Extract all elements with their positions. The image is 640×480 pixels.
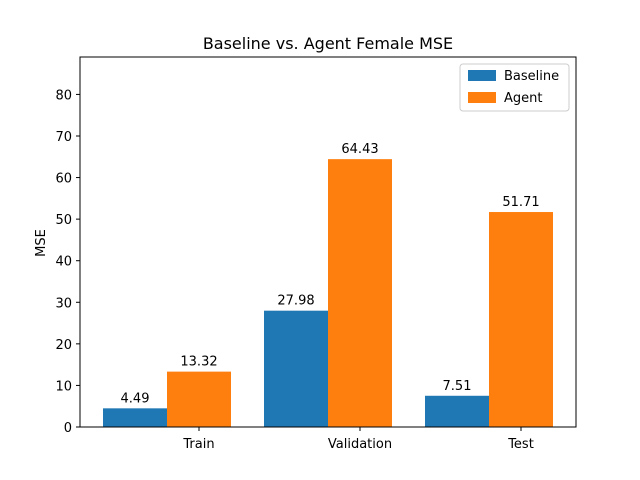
bar-baseline-test [425, 395, 489, 427]
y-tick-label-60: 60 [55, 172, 72, 187]
legend-label-baseline: Baseline [504, 69, 559, 84]
data-label-baseline-train: 4.49 [121, 391, 150, 406]
bar-agent-train [167, 371, 231, 427]
bar-agent-test [489, 212, 553, 427]
data-label-agent-train: 13.32 [180, 355, 217, 370]
y-tick-label-10: 10 [55, 379, 72, 394]
bar-baseline-train [103, 408, 167, 427]
y-axis: 0 10 20 30 40 50 60 70 80 [55, 88, 80, 436]
legend-swatch-baseline [468, 70, 496, 81]
x-tick-label-train: Train [182, 437, 214, 452]
x-tick-label-validation: Validation [328, 437, 392, 452]
bar-baseline-validation [264, 310, 328, 427]
y-tick-label-80: 80 [55, 88, 72, 103]
y-tick-label-40: 40 [55, 255, 72, 270]
bars-group [103, 159, 553, 427]
legend-swatch-agent [468, 92, 496, 103]
data-label-baseline-test: 7.51 [443, 379, 472, 394]
x-tick-label-test: Test [507, 437, 534, 452]
bar-agent-validation [328, 159, 392, 427]
data-label-agent-test: 51.71 [502, 195, 539, 210]
x-axis: Train Validation Test [182, 427, 534, 452]
y-axis-label: MSE [34, 229, 49, 257]
y-tick-label-50: 50 [55, 213, 72, 228]
legend: Baseline Agent [459, 63, 570, 112]
data-label-agent-validation: 64.43 [341, 142, 378, 157]
y-tick-label-0: 0 [64, 421, 72, 436]
y-tick-label-70: 70 [55, 130, 72, 145]
y-tick-label-20: 20 [55, 338, 72, 353]
data-label-baseline-validation: 27.98 [277, 294, 314, 309]
y-tick-label-30: 30 [55, 296, 72, 311]
chart-title: Baseline vs. Agent Female MSE [203, 34, 453, 53]
legend-label-agent: Agent [504, 91, 542, 106]
plot-frame [79, 56, 577, 428]
bar-labels-group: 4.49 13.32 27.98 64.43 7.51 51.71 [121, 142, 540, 406]
